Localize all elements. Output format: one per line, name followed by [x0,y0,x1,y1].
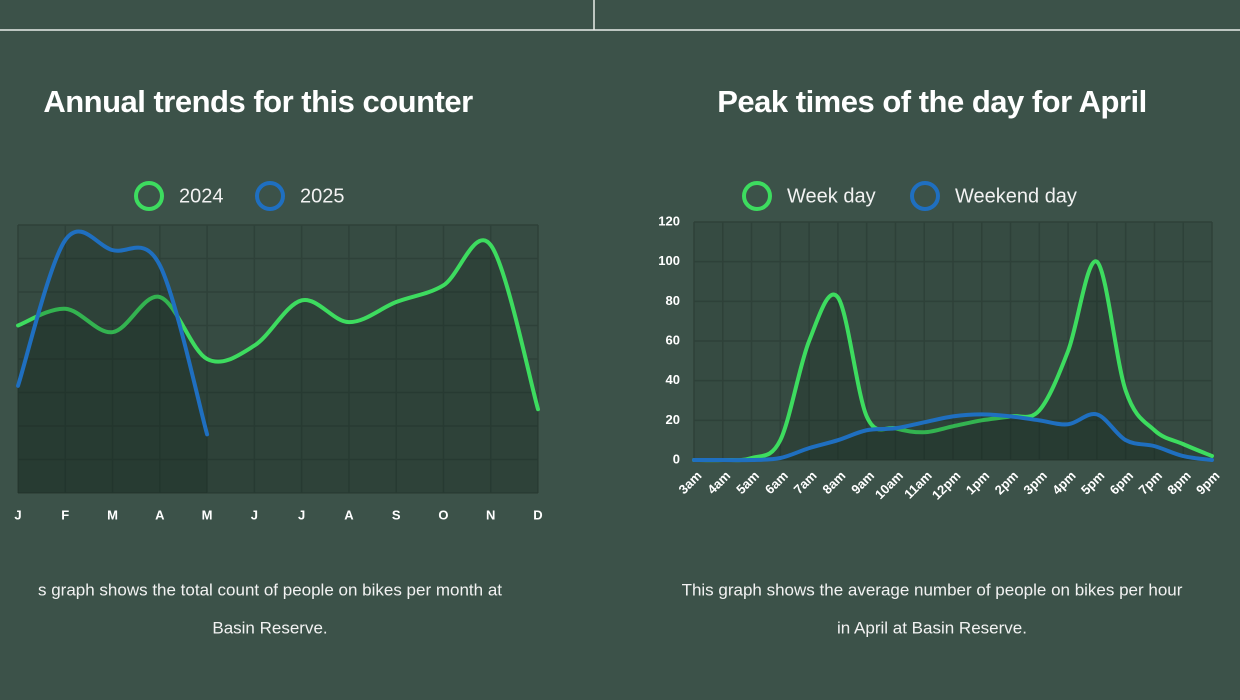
y-tick-label: 40 [666,372,680,387]
x-tick-label: S [392,507,401,522]
caption: in April at Basin Reserve. [837,618,1027,637]
x-tick-label: 5am [733,468,762,497]
chart-title: Annual trends for this counter [43,84,473,119]
x-tick-label: 3pm [1020,468,1050,498]
series-line [16,229,210,437]
y-tick-label: 20 [666,412,680,427]
legend-label: Weekend day [955,185,1077,207]
x-tick-label: J [14,507,21,522]
series-area [18,231,208,493]
caption: This graph shows the average number of p… [682,580,1183,599]
x-tick-label: A [155,507,165,522]
y-tick-label: 60 [666,332,680,347]
y-tick-label: 0 [673,451,680,466]
chart-title: Peak times of the day for April [717,84,1147,119]
series-line [16,238,540,412]
x-tick-label: 8am [819,468,848,497]
series-area [694,413,1212,461]
x-tick-label: N [486,507,495,522]
series-area [18,240,538,493]
x-tick-label: 4pm [1049,468,1079,498]
x-tick-label: 10am [872,468,906,502]
x-tick-label: 6am [762,468,791,497]
x-tick-label: J [298,507,305,522]
x-tick-label: 5pm [1078,468,1108,498]
x-tick-label: 1pm [963,468,993,498]
legend-label: Week day [787,185,876,207]
legend-label: 2024 [179,185,224,207]
series-line [692,259,1214,463]
legend-marker [742,181,772,211]
y-tick-label: 80 [666,293,680,308]
y-tick-label: 100 [658,253,680,268]
x-tick-label: 9pm [1193,468,1223,498]
series-area [694,261,1212,461]
x-tick-label: M [107,507,118,522]
legend-marker [910,181,940,211]
x-tick-label: 6pm [1107,468,1137,498]
x-tick-label: J [251,507,258,522]
x-tick-label: A [344,507,354,522]
x-tick-label: 3am [676,468,705,497]
legend-label: 2025 [300,185,345,207]
series-line [692,412,1214,463]
x-tick-label: 7pm [1135,468,1165,498]
x-tick-label: O [438,507,448,522]
x-tick-label: 8pm [1164,468,1194,498]
legend-marker [255,181,285,211]
caption: s graph shows the total count of people … [38,580,502,599]
x-tick-label: 7am [791,468,820,497]
x-tick-label: M [202,507,213,522]
x-tick-label: D [533,507,542,522]
x-tick-label: F [61,507,69,522]
x-tick-label: 12pm [929,468,964,503]
x-tick-label: 2pm [992,468,1022,498]
legend-marker [134,181,164,211]
x-tick-label: 11am [901,468,935,502]
y-tick-label: 120 [658,213,680,228]
caption: Basin Reserve. [212,618,327,637]
x-tick-label: 4am [704,468,733,497]
